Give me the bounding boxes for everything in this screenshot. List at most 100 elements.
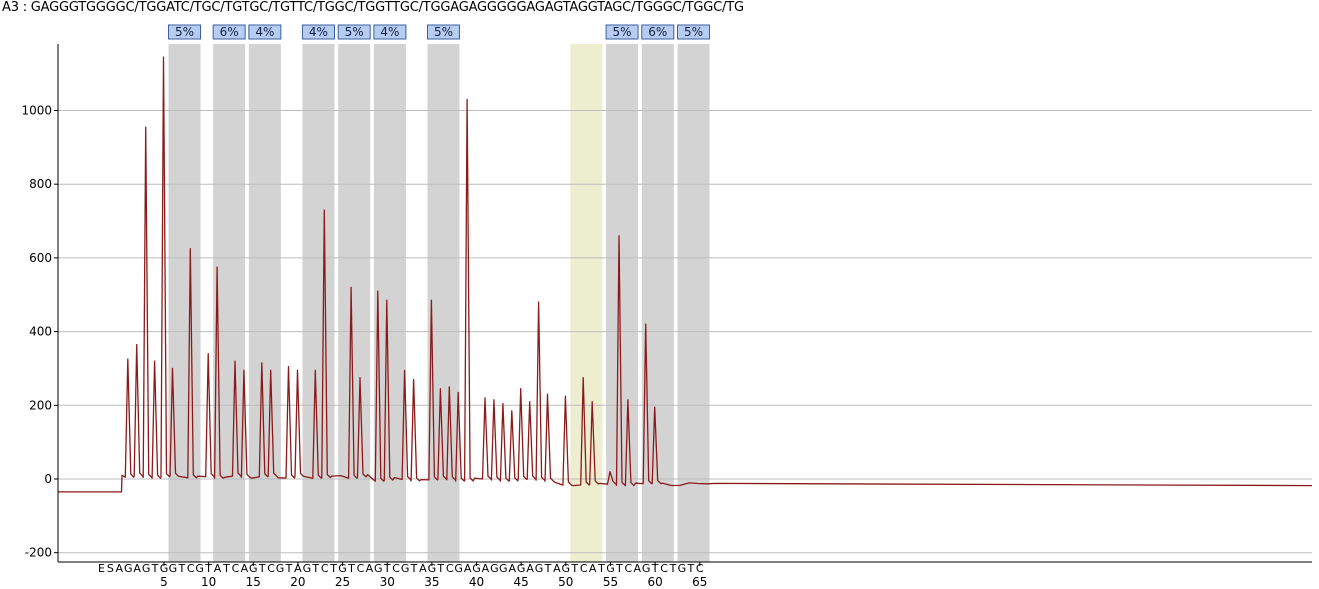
dispensation-letter-58: G: [606, 562, 615, 575]
percent-label-box-2: [212, 24, 246, 40]
percent-label-11: 5%: [684, 25, 703, 39]
percent-label-box-5: [337, 24, 371, 40]
dispensation-letter-28: G: [338, 562, 347, 575]
dispensation-letter-52: A: [553, 562, 561, 575]
x-tick-label-45: 45: [514, 575, 529, 589]
dispensation-letter-54: T: [570, 562, 578, 575]
y-tick-label-200: 200: [29, 398, 52, 412]
percent-label-5: 5%: [345, 25, 364, 39]
x-tick-label-10: 10: [201, 575, 216, 589]
percent-label-7: 5%: [434, 25, 453, 39]
dispensation-letter-1: E: [98, 562, 105, 575]
dispensation-letter-21: G: [276, 562, 285, 575]
dispensation-letter-60: C: [624, 562, 632, 575]
highlight-band-11: [677, 44, 710, 562]
dispensation-letter-63: T: [651, 562, 659, 575]
dispensation-letter-32: G: [374, 562, 383, 575]
dispensation-letter-5: A: [133, 562, 141, 575]
dispensation-letter-61: A: [633, 562, 641, 575]
x-tick-label-15: 15: [246, 575, 261, 589]
percent-label-box-7: [426, 24, 460, 40]
dispensation-letter-23: A: [294, 562, 302, 575]
dispensation-letter-30: C: [357, 562, 365, 575]
dispensation-letter-14: A: [214, 562, 222, 575]
percent-label-6: 4%: [380, 25, 399, 39]
dispensation-letter-4: G: [124, 562, 133, 575]
dispensation-letter-48: G: [517, 562, 526, 575]
dispensation-letter-34: C: [392, 562, 400, 575]
grid-layer: [58, 110, 1312, 554]
x-tick-label-60: 60: [647, 575, 662, 589]
pyrogram-trace: [58, 56, 1313, 493]
highlight-band-1: [168, 44, 201, 562]
percent-label-10: 6%: [648, 25, 667, 39]
dispensation-letter-37: A: [419, 562, 427, 575]
dispensation-letter-53: G: [562, 562, 571, 575]
dispensation-letter-15: T: [222, 562, 230, 575]
dispensation-letter-67: T: [686, 562, 694, 575]
x-tick-label-35: 35: [424, 575, 439, 589]
x-tick-label-55: 55: [603, 575, 618, 589]
dispensation-letter-6: G: [142, 562, 151, 575]
dispensation-letter-29: T: [347, 562, 355, 575]
y-tick-label-0: 0: [44, 472, 52, 486]
percent-label-box-6: [373, 24, 407, 40]
dispensation-letter-17: A: [241, 562, 249, 575]
dispensation-letter-20: C: [267, 562, 275, 575]
dispensation-letter-50: G: [535, 562, 544, 575]
dispensation-letter-57: T: [597, 562, 605, 575]
x-tick-label-20: 20: [290, 575, 305, 589]
dispensation-letter-33: T: [383, 562, 391, 575]
x-tick-label-50: 50: [558, 575, 573, 589]
percent-label-3: 4%: [255, 25, 274, 39]
dispensation-letter-41: G: [454, 562, 463, 575]
dispensation-letter-64: C: [660, 562, 668, 575]
dispensation-letter-19: T: [258, 562, 266, 575]
percent-label-4: 4%: [309, 25, 328, 39]
dispensation-letter-7: T: [151, 562, 159, 575]
chart-title: A3 : GAGGGTGGGGC/TGGATC/TGC/TGTGC/TGTTC/…: [2, 0, 744, 15]
dispensation-letter-11: C: [187, 562, 195, 575]
y-tick-label-800: 800: [29, 177, 52, 191]
dispensation-letter-68: C: [696, 562, 704, 575]
dispensation-letter-55: C: [580, 562, 588, 575]
percent-label-layer: 5% 6% 4% 4% 5% 4% 5% 5% 6% 5%: [168, 24, 711, 40]
dispensation-letter-46: G: [499, 562, 508, 575]
percent-label-box-9: [605, 24, 639, 40]
highlight-band-7: [427, 44, 460, 562]
y-tick-label--200: -200: [25, 546, 52, 560]
dispensation-letter-44: A: [482, 562, 490, 575]
percent-label-box-1: [168, 24, 202, 40]
percent-label-9: 5%: [613, 25, 632, 39]
dispensation-letter-9: G: [169, 562, 178, 575]
y-tick-label-600: 600: [29, 251, 52, 265]
x-tick-label-40: 40: [469, 575, 484, 589]
highlight-layer: [168, 44, 710, 562]
dispensation-letter-56: A: [589, 562, 597, 575]
highlight-band-6: [373, 44, 406, 562]
x-tick-label-30: 30: [380, 575, 395, 589]
percent-label-1: 5%: [175, 25, 194, 39]
dispensation-letter-16: C: [232, 562, 240, 575]
dispensation-letter-22: T: [285, 562, 293, 575]
dispensation-letter-42: A: [464, 562, 472, 575]
dispensation-letter-13: T: [204, 562, 212, 575]
dispensation-letter-3: A: [116, 562, 124, 575]
dispensation-letter-24: G: [303, 562, 312, 575]
y-tick-label-400: 400: [29, 325, 52, 339]
x-tick-label-25: 25: [335, 575, 350, 589]
percent-label-box-4: [301, 24, 335, 40]
dispensation-letter-31: A: [366, 562, 374, 575]
dispensation-letter-59: T: [615, 562, 623, 575]
x-tick-label-65: 65: [692, 575, 707, 589]
dispensation-letter-66: G: [678, 562, 687, 575]
dispensation-letter-40: C: [446, 562, 454, 575]
trace-layer: [58, 56, 1313, 493]
dispensation-letter-38: G: [428, 562, 437, 575]
dispensation-letter-39: T: [436, 562, 444, 575]
dispensation-letter-65: T: [669, 562, 677, 575]
percent-label-box-10: [641, 24, 675, 40]
dispensation-letter-2: S: [107, 562, 114, 575]
